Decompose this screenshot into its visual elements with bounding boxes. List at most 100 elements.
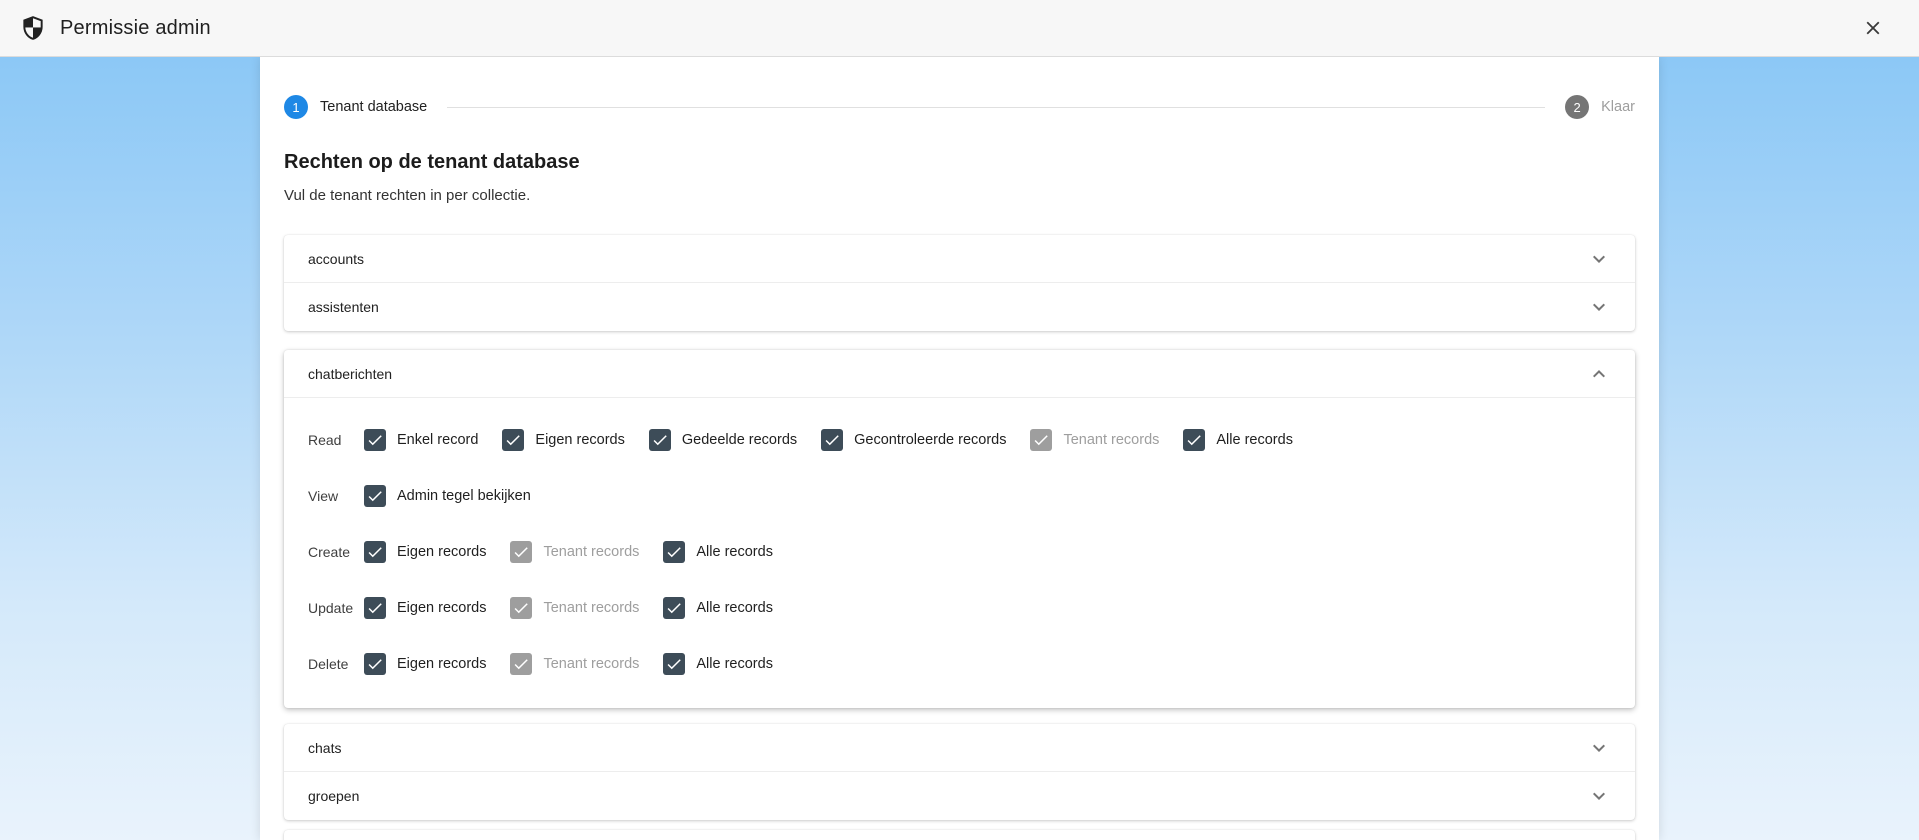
checkbox-label: Eigen records xyxy=(397,600,487,616)
close-icon xyxy=(1866,21,1880,35)
permission-option-alle-records: Alle records xyxy=(663,541,773,563)
permission-option-eigen-records: Eigen records xyxy=(502,429,625,451)
permission-option-alle-records: Alle records xyxy=(1183,429,1293,451)
check-icon xyxy=(667,547,682,558)
permission-option-eigen-records: Eigen records xyxy=(364,653,486,675)
step-tenant-database: 1 Tenant database xyxy=(284,95,427,119)
permission-option-tenant-records: Tenant records xyxy=(1030,429,1159,451)
checkbox-alle-records[interactable] xyxy=(1183,429,1206,451)
checkbox-alle-records[interactable] xyxy=(663,653,686,675)
shield-icon xyxy=(20,15,46,41)
checkbox-label: Gedeelde records xyxy=(681,432,798,448)
step-2-label: Klaar xyxy=(1601,99,1635,115)
step-1-label: Tenant database xyxy=(320,99,428,115)
page-background: 1 Tenant database 2 Klaar Rechten op de … xyxy=(0,57,1919,840)
checkbox-label: Alle records xyxy=(696,600,773,616)
checkbox-label: Enkel record xyxy=(397,432,479,448)
collection-label: chatberichten xyxy=(308,365,393,382)
check-icon xyxy=(1035,435,1049,446)
checkbox-eigen-records[interactable] xyxy=(502,429,525,451)
check-icon xyxy=(825,435,839,446)
accordion-item-chatberichten-expanded: chatberichten Read Enkel record Eigen reco… xyxy=(284,350,1635,708)
checkbox-alle-records[interactable] xyxy=(663,541,686,563)
permission-row-label: View xyxy=(308,488,339,504)
accordion-header-chatberichten[interactable]: chatberichten xyxy=(284,350,1635,398)
accordion-item-chats[interactable]: chats xyxy=(284,724,1635,772)
accordion-group-bottom: chats groepen xyxy=(284,724,1635,820)
accordion-item-assistenten[interactable]: assistenten xyxy=(284,283,1635,331)
collection-label: groepen xyxy=(308,788,360,804)
permission-row-label: Update xyxy=(308,600,354,616)
checkbox-eigen-records[interactable] xyxy=(364,597,386,619)
checkbox-gedeelde-records[interactable] xyxy=(648,429,671,451)
checkbox-label: Alle records xyxy=(696,656,773,672)
checkbox-tenant-records xyxy=(510,597,533,619)
checkbox-enkel-record[interactable] xyxy=(364,429,386,451)
chevron-down-icon xyxy=(1593,744,1605,752)
check-icon xyxy=(368,547,382,558)
check-icon xyxy=(515,659,529,670)
chevron-up-icon xyxy=(1593,369,1605,377)
permission-option-alle-records: Alle records xyxy=(663,597,773,619)
check-icon xyxy=(368,603,382,614)
checkbox-label: Eigen records xyxy=(535,432,625,448)
permission-row-view: View Admin tegel bekijken xyxy=(308,468,1611,524)
checkbox-gecontroleerde-records[interactable] xyxy=(821,429,844,451)
check-icon xyxy=(515,603,529,614)
permission-option-enkel-record: Enkel record xyxy=(364,429,478,451)
check-icon xyxy=(667,659,682,670)
checkbox-label: Gecontroleerde records xyxy=(854,432,1007,448)
permission-row-delete: Delete Eigen records Tenant records Alle re… xyxy=(308,636,1611,692)
checkbox-tenant-records xyxy=(510,541,533,563)
permission-row-read: Read Enkel record Eigen records Gedeelde re… xyxy=(308,412,1611,468)
checkbox-label: Tenant records xyxy=(543,656,640,672)
step-1-circle: 1 xyxy=(284,95,308,119)
checkbox-label: Eigen records xyxy=(397,544,487,560)
permission-option-gedeelde-records: Gedeelde records xyxy=(648,429,798,451)
check-icon xyxy=(1187,435,1202,446)
page-title: Rechten op de tenant database xyxy=(284,151,580,173)
checkbox-label: Admin tegel bekijken xyxy=(397,488,531,504)
check-icon xyxy=(506,435,521,446)
accordion-item-groepen[interactable]: groepen xyxy=(284,772,1635,820)
stepper-connector xyxy=(447,106,1546,108)
check-icon xyxy=(368,491,382,502)
check-icon xyxy=(368,659,382,670)
checkbox-label: Tenant records xyxy=(543,600,640,616)
collection-label: assistenten xyxy=(308,299,379,315)
permission-option-eigen-records: Eigen records xyxy=(364,541,486,563)
step-klaar: 2 Klaar xyxy=(1565,95,1635,119)
permission-option-gecontroleerde-records: Gecontroleerde records xyxy=(821,429,1006,451)
dialog-title: Permissie admin xyxy=(60,16,211,39)
permission-option-tenant-records: Tenant records xyxy=(510,653,639,675)
permission-rows: Read Enkel record Eigen records Gedeelde re… xyxy=(284,398,1635,708)
permission-option-admin-tegel-bekijken: Admin tegel bekijken xyxy=(364,485,531,507)
checkbox-eigen-records[interactable] xyxy=(364,541,386,563)
permission-row-create: Create Eigen records Tenant records Alle re… xyxy=(308,524,1611,580)
close-button[interactable] xyxy=(1853,8,1893,48)
checkbox-alle-records[interactable] xyxy=(663,597,686,619)
check-icon xyxy=(515,547,529,558)
chevron-down-icon xyxy=(1593,255,1605,263)
collection-label: chats xyxy=(308,739,342,756)
chevron-down-icon xyxy=(1593,792,1605,800)
accordion-item-accounts[interactable]: accounts xyxy=(284,235,1635,283)
permission-option-alle-records: Alle records xyxy=(663,653,773,675)
checkbox-admin-tegel-bekijken[interactable] xyxy=(364,485,386,507)
checkbox-label: Tenant records xyxy=(1063,432,1160,448)
permission-row-label: Read xyxy=(308,432,342,448)
checkbox-label: Tenant records xyxy=(543,544,640,560)
collection-label: accounts xyxy=(308,250,365,267)
permission-row-label: Delete xyxy=(308,656,349,672)
permission-option-eigen-records: Eigen records xyxy=(364,597,486,619)
checkbox-eigen-records[interactable] xyxy=(364,653,386,675)
check-icon xyxy=(653,435,667,446)
checkbox-label: Alle records xyxy=(1216,432,1293,448)
chevron-down-icon xyxy=(1593,303,1605,311)
accordion-item-partial[interactable] xyxy=(284,830,1635,840)
step-2-circle: 2 xyxy=(1565,95,1590,119)
permissions-panel: 1 Tenant database 2 Klaar Rechten op de … xyxy=(260,57,1659,840)
checkbox-label: Alle records xyxy=(696,544,773,560)
check-icon xyxy=(368,435,382,446)
accordion-group-top: accounts assistenten xyxy=(284,235,1635,331)
